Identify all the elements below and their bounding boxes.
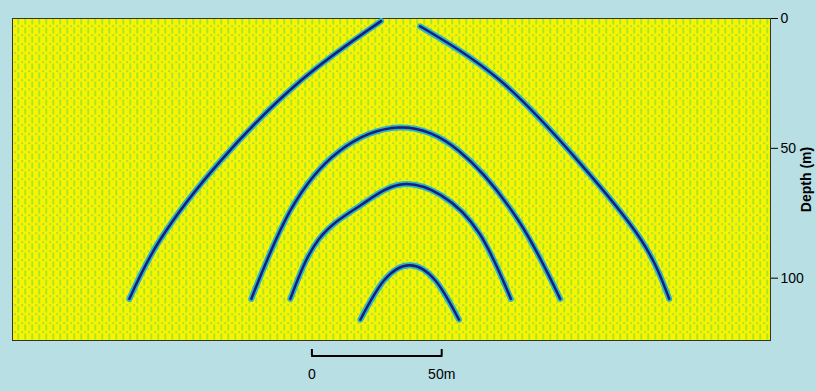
svg-text:50m: 50m <box>428 366 455 382</box>
svg-text:50: 50 <box>781 140 797 156</box>
svg-text:0: 0 <box>308 366 316 382</box>
svg-text:0: 0 <box>781 10 789 26</box>
svg-text:100: 100 <box>781 270 805 286</box>
svg-text:Depth (m): Depth (m) <box>798 147 814 212</box>
